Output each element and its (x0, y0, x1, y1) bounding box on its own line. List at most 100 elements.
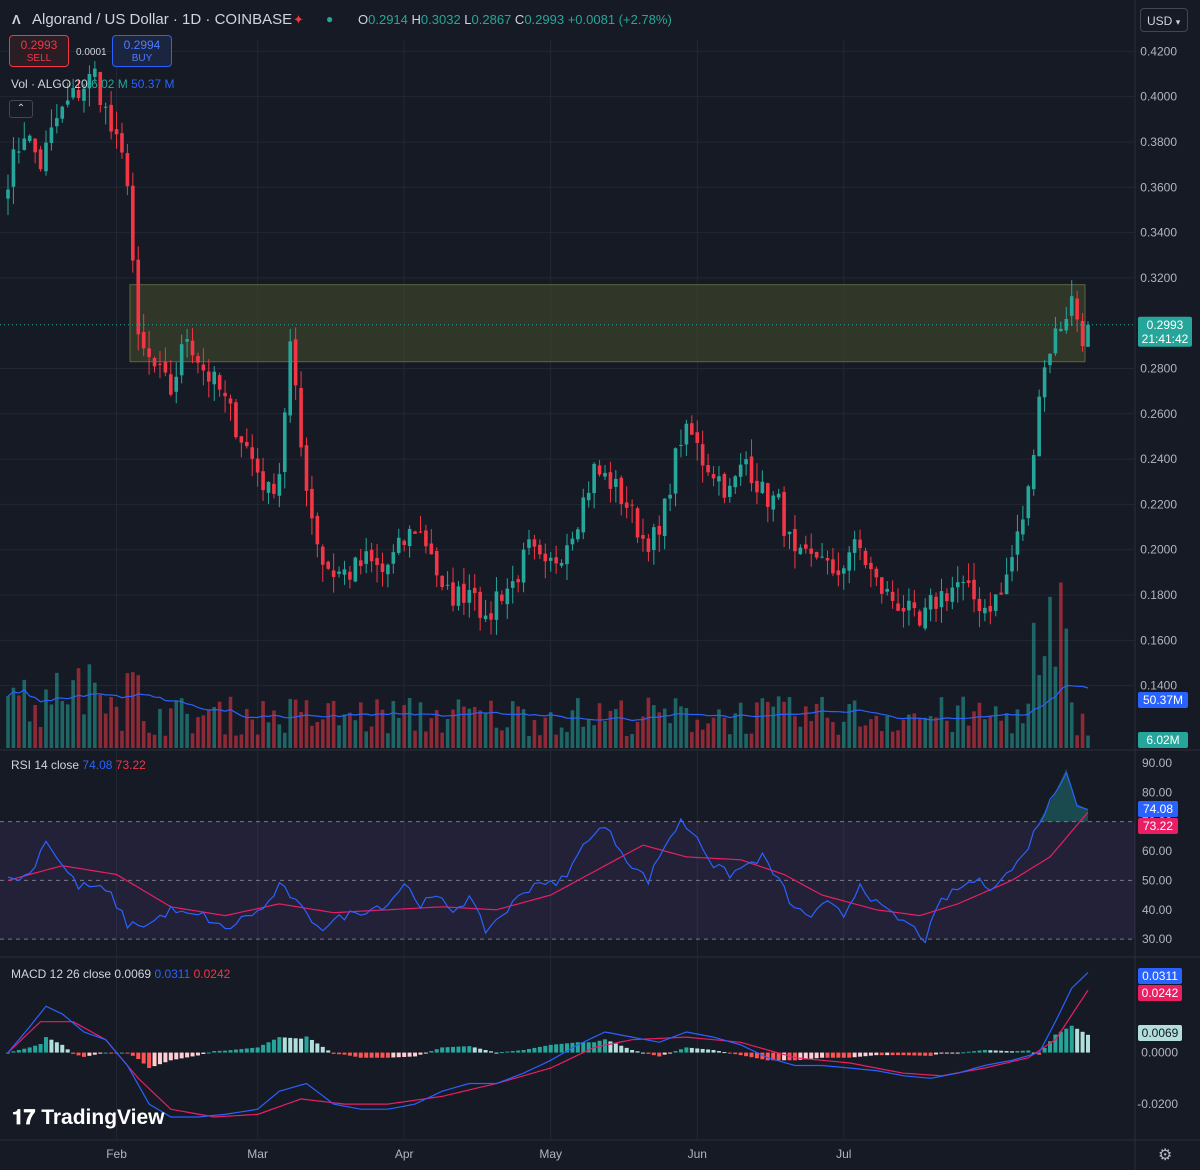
candle-body (765, 483, 770, 507)
volume-bar (369, 726, 374, 748)
candle-body (641, 535, 645, 539)
candle-body (820, 556, 824, 558)
candle-body (196, 356, 200, 363)
candle-body (695, 432, 700, 443)
candle-body (402, 540, 406, 545)
volume-bar (1069, 702, 1074, 748)
price-tick-label: 0.4000 (1140, 90, 1177, 104)
macd-value-label: 0.0311 (1142, 969, 1178, 983)
macd-histogram-bar (282, 1037, 287, 1053)
macd-histogram-bar (331, 1052, 336, 1054)
macd-histogram-bar (299, 1038, 304, 1053)
macd-histogram-bar (993, 1050, 998, 1053)
macd-histogram-bar (385, 1052, 390, 1058)
candle-body (380, 563, 385, 572)
macd-histogram-bar (217, 1050, 222, 1053)
rsi-ma-line (7, 811, 1089, 917)
candle-body (261, 471, 265, 491)
macd-histogram-bar (684, 1047, 689, 1053)
rsi-legend: RSI 14 close 74.08 73.22 (11, 758, 146, 772)
market-status-icon[interactable]: ● (326, 12, 334, 26)
volume-bar (879, 731, 884, 748)
candle-body (852, 539, 857, 553)
candle-body (923, 607, 927, 629)
volume-bar (299, 711, 303, 748)
macd-histogram-bar (130, 1052, 135, 1056)
candle-body (624, 502, 629, 508)
volume-bar (407, 697, 412, 748)
volume-bar (1037, 675, 1041, 748)
macd-histogram-bar (700, 1048, 705, 1053)
rsi-tick-label: 90.00 (1142, 756, 1172, 770)
volume-bar (179, 698, 184, 748)
candle-body (1010, 557, 1014, 572)
macd-histogram-bar (754, 1052, 759, 1059)
volume-bar (570, 710, 575, 748)
gear-icon[interactable]: ⚙ (1158, 1147, 1173, 1164)
macd-histogram-bar (852, 1052, 857, 1058)
candle-body (315, 515, 320, 545)
macd-tick-label: 0.0000 (1141, 1046, 1178, 1060)
candle-body (972, 579, 976, 600)
candle-body (266, 481, 271, 493)
sell-button[interactable]: 0.2993 SELL (9, 35, 69, 67)
alert-icon[interactable]: ✦ (293, 12, 304, 27)
macd-histogram-bar (575, 1042, 580, 1053)
candle-body (310, 488, 314, 519)
macd-histogram-bar (1015, 1051, 1020, 1053)
macd-histogram-bar (22, 1048, 27, 1053)
tradingview-logo[interactable]: 𝟏𝟕 TradingView (12, 1106, 165, 1130)
macd-histogram-bar (619, 1045, 624, 1053)
macd-histogram-bar (6, 1052, 10, 1054)
price-tick-label: 0.2200 (1140, 497, 1177, 511)
symbol-title[interactable]: Algorand / US Dollar · 1D · COINBASE (32, 11, 293, 28)
macd-histogram-bar (76, 1052, 81, 1056)
volume-ma-line (7, 684, 1089, 722)
macd-histogram-bar (760, 1052, 765, 1060)
volume-bar (402, 705, 406, 748)
volume-bar (55, 672, 59, 748)
volume-bar (1031, 622, 1036, 748)
candle-body (1075, 298, 1079, 320)
volume-bar (559, 727, 564, 748)
candle-body (489, 613, 493, 620)
volume-bar (147, 732, 151, 748)
macd-histogram-bar (890, 1052, 895, 1056)
time-tick-label: Jun (688, 1147, 707, 1161)
candle-body (1015, 531, 1020, 555)
currency-select[interactable]: USD ▾ (1140, 8, 1188, 32)
candle-body (603, 472, 607, 477)
candle-body (662, 498, 667, 537)
candle-body (570, 538, 575, 545)
buy-button[interactable]: 0.2994 BUY (112, 35, 172, 67)
volume-bar (38, 726, 43, 748)
volume-bar (353, 720, 358, 748)
volume-bar (874, 715, 879, 748)
candle-body (771, 495, 776, 510)
macd-histogram-bar (391, 1052, 396, 1058)
volume-bar (831, 722, 835, 748)
macd-histogram-bar (185, 1052, 190, 1058)
candle-body (825, 558, 830, 561)
macd-histogram-bar (119, 1052, 124, 1054)
volume-bar (999, 720, 1003, 748)
macd-histogram-bar (977, 1050, 982, 1053)
volume-bar (863, 725, 868, 748)
volume-bar (114, 706, 119, 748)
candle-body (1069, 296, 1074, 316)
price-tick-label: 0.1800 (1140, 588, 1177, 602)
candle-body (272, 483, 276, 494)
volume-bar (82, 714, 86, 748)
collapse-legend-button[interactable]: ⌃ (9, 100, 33, 118)
volume-bar (820, 696, 824, 748)
macd-histogram-bar (293, 1038, 298, 1053)
candle-body (510, 581, 515, 588)
macd-histogram-bar (874, 1052, 879, 1056)
macd-histogram-bar (407, 1052, 412, 1057)
price-tick-label: 0.1600 (1140, 633, 1177, 647)
candle-body (711, 474, 716, 479)
volume-bar (60, 700, 65, 748)
candle-body (565, 545, 569, 565)
macd-histogram-bar (711, 1050, 716, 1053)
